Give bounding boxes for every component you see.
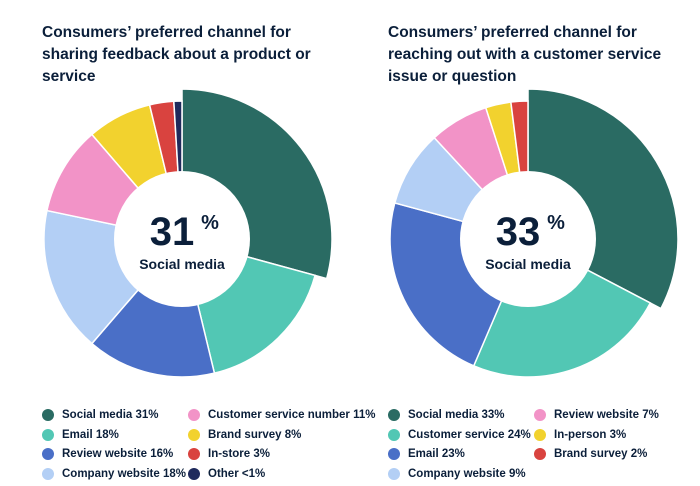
legend-swatch — [42, 467, 54, 480]
legend-swatch — [534, 409, 546, 421]
legend-swatch — [388, 409, 400, 421]
legend-label: Company website 9% — [408, 467, 526, 480]
legend-swatch — [388, 467, 400, 480]
center-label: Social media — [485, 256, 571, 272]
legend-swatch — [188, 428, 200, 441]
legend-swatch — [42, 448, 54, 460]
chart-panel-customer-service: Consumers’ preferred channel for reachin… — [366, 0, 696, 486]
chart-title: Consumers’ preferred channel for sharing… — [42, 24, 311, 85]
center-label: Social media — [139, 256, 225, 272]
legend-label: Social media 33% — [408, 409, 505, 421]
legend-label: Customer service number 11% — [208, 409, 376, 421]
donut-hole — [114, 171, 250, 307]
legend-swatch — [42, 409, 54, 421]
legend-swatch — [188, 409, 200, 421]
legend-swatch — [188, 448, 200, 460]
legend-label: In-person 3% — [554, 428, 627, 441]
center-percentage: 31 — [150, 210, 195, 254]
legend-label: Company website 18% — [62, 467, 186, 480]
donut-hole — [460, 171, 596, 307]
legend-label: Other <1% — [208, 467, 266, 480]
legend-swatch — [188, 467, 200, 480]
legend-label: Customer service 24% — [408, 428, 531, 441]
center-percentage: 33 — [496, 210, 541, 254]
legend-swatch — [388, 448, 400, 460]
legend-label: Email 23% — [408, 448, 465, 460]
legend-swatch — [42, 428, 54, 441]
legend-label: Social media 31% — [62, 409, 159, 421]
legend-label: Review website 7% — [554, 409, 659, 421]
legend-label: Review website 16% — [62, 448, 174, 460]
chart-panel-feedback: Consumers’ preferred channel for sharing… — [20, 0, 375, 486]
legend-label: Brand survey 8% — [208, 428, 302, 441]
legend-swatch — [388, 428, 400, 441]
chart-title: Consumers’ preferred channel for reachin… — [388, 24, 662, 85]
legend-label: Email 18% — [62, 428, 119, 441]
donut-chart: 31 % Social media — [43, 88, 333, 378]
legend-swatch — [534, 448, 546, 460]
legend-label: In-store 3% — [208, 448, 270, 460]
center-percent-sign: % — [201, 212, 219, 234]
donut-chart: 33 % Social media — [389, 88, 679, 378]
center-percent-sign: % — [547, 212, 565, 234]
legend-label: Brand survey 2% — [554, 448, 648, 460]
legend-swatch — [534, 428, 546, 441]
